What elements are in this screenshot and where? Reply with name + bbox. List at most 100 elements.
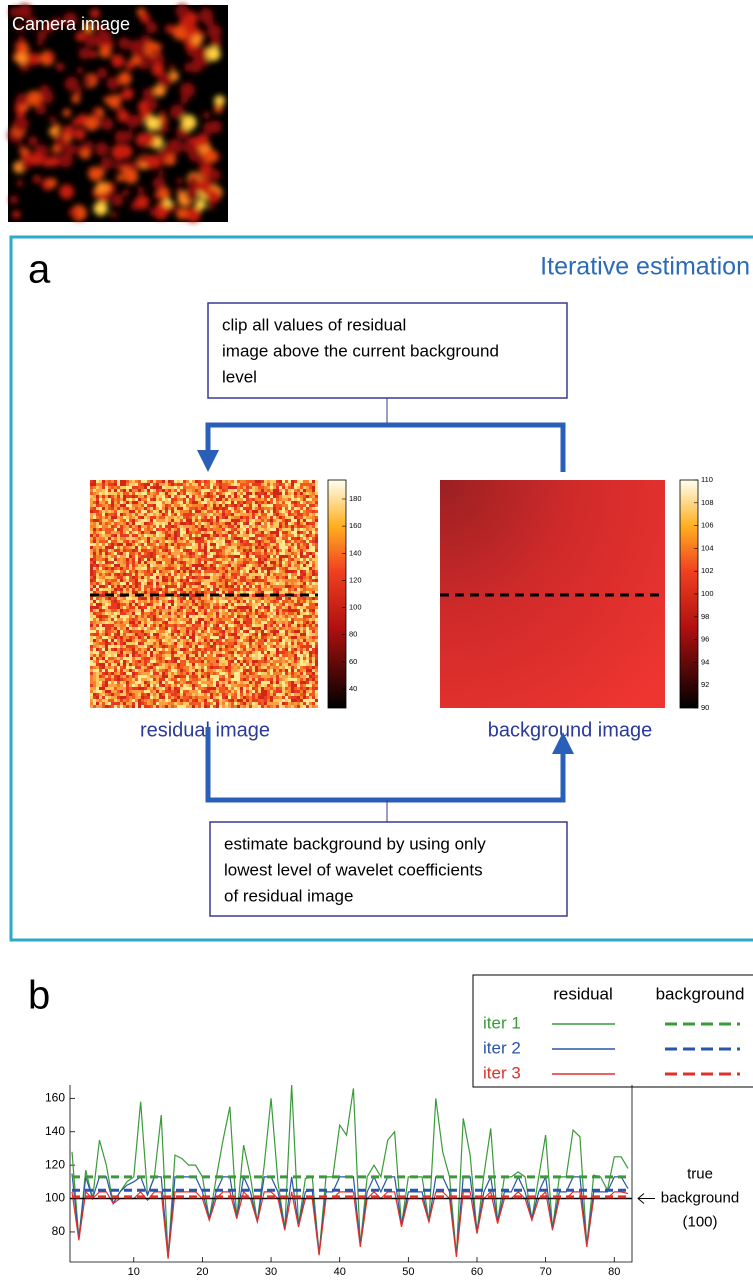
pixel — [249, 627, 252, 630]
pixel — [165, 546, 168, 549]
pixel — [222, 570, 225, 573]
pixel — [117, 555, 120, 558]
pixel — [126, 642, 129, 645]
pixel — [132, 504, 135, 507]
pixel — [243, 621, 246, 624]
pixel — [132, 660, 135, 663]
pixel — [111, 501, 114, 504]
pixel — [132, 531, 135, 534]
pixel — [255, 516, 258, 519]
pixel — [162, 633, 165, 636]
pixel — [282, 549, 285, 552]
pixel — [207, 594, 210, 597]
pixel — [159, 480, 162, 483]
pixel — [273, 483, 276, 486]
pixel — [99, 612, 102, 615]
pixel — [90, 585, 93, 588]
pixel — [99, 603, 102, 606]
pixel — [285, 504, 288, 507]
pixel — [255, 642, 258, 645]
pixel — [174, 588, 177, 591]
pixel — [129, 642, 132, 645]
pixel — [183, 501, 186, 504]
pixel — [255, 507, 258, 510]
pixel — [252, 651, 255, 654]
pixel — [273, 534, 276, 537]
pixel — [117, 528, 120, 531]
pixel — [297, 534, 300, 537]
pixel — [264, 510, 267, 513]
pixel — [105, 540, 108, 543]
pixel — [141, 546, 144, 549]
pixel — [291, 525, 294, 528]
pixel — [204, 528, 207, 531]
pixel — [105, 528, 108, 531]
pixel — [222, 609, 225, 612]
pixel — [90, 603, 93, 606]
pixel — [90, 528, 93, 531]
pixel — [210, 615, 213, 618]
pixel — [96, 525, 99, 528]
pixel — [255, 522, 258, 525]
pixel — [111, 603, 114, 606]
pixel — [282, 498, 285, 501]
pixel — [174, 615, 177, 618]
pixel — [243, 489, 246, 492]
pixel — [306, 519, 309, 522]
pixel — [306, 492, 309, 495]
pixel — [165, 630, 168, 633]
pixel — [156, 507, 159, 510]
pixel — [165, 555, 168, 558]
pixel — [90, 630, 93, 633]
pixel — [105, 600, 108, 603]
pixel — [147, 567, 150, 570]
pixel — [192, 657, 195, 660]
pixel — [129, 516, 132, 519]
pixel — [213, 663, 216, 666]
pixel — [222, 576, 225, 579]
pixel — [123, 486, 126, 489]
pixel — [108, 558, 111, 561]
pixel — [135, 495, 138, 498]
pixel — [135, 540, 138, 543]
pixel — [174, 495, 177, 498]
pixel — [255, 585, 258, 588]
pixel — [186, 606, 189, 609]
pixel — [279, 642, 282, 645]
pixel — [270, 588, 273, 591]
pixel — [117, 492, 120, 495]
pixel — [231, 636, 234, 639]
pixel — [282, 615, 285, 618]
pixel — [159, 591, 162, 594]
pixel — [255, 486, 258, 489]
pixel — [297, 507, 300, 510]
blob — [127, 130, 133, 136]
pixel — [312, 480, 315, 483]
pixel — [162, 627, 165, 630]
pixel — [315, 648, 318, 651]
pixel — [240, 525, 243, 528]
pixel — [141, 504, 144, 507]
pixel — [231, 573, 234, 576]
pixel — [174, 525, 177, 528]
pixel — [264, 651, 267, 654]
pixel — [192, 483, 195, 486]
pixel — [144, 570, 147, 573]
pixel — [234, 519, 237, 522]
pixel — [174, 504, 177, 507]
blob — [165, 25, 174, 34]
pixel — [210, 621, 213, 624]
pixel — [291, 489, 294, 492]
pixel — [273, 516, 276, 519]
pixel — [261, 606, 264, 609]
pixel — [117, 561, 120, 564]
pixel — [162, 654, 165, 657]
pixel — [147, 507, 150, 510]
pixel — [168, 567, 171, 570]
pixel — [285, 615, 288, 618]
pixel — [93, 528, 96, 531]
pixel — [132, 498, 135, 501]
pixel — [153, 576, 156, 579]
pixel — [153, 543, 156, 546]
pixel — [177, 588, 180, 591]
